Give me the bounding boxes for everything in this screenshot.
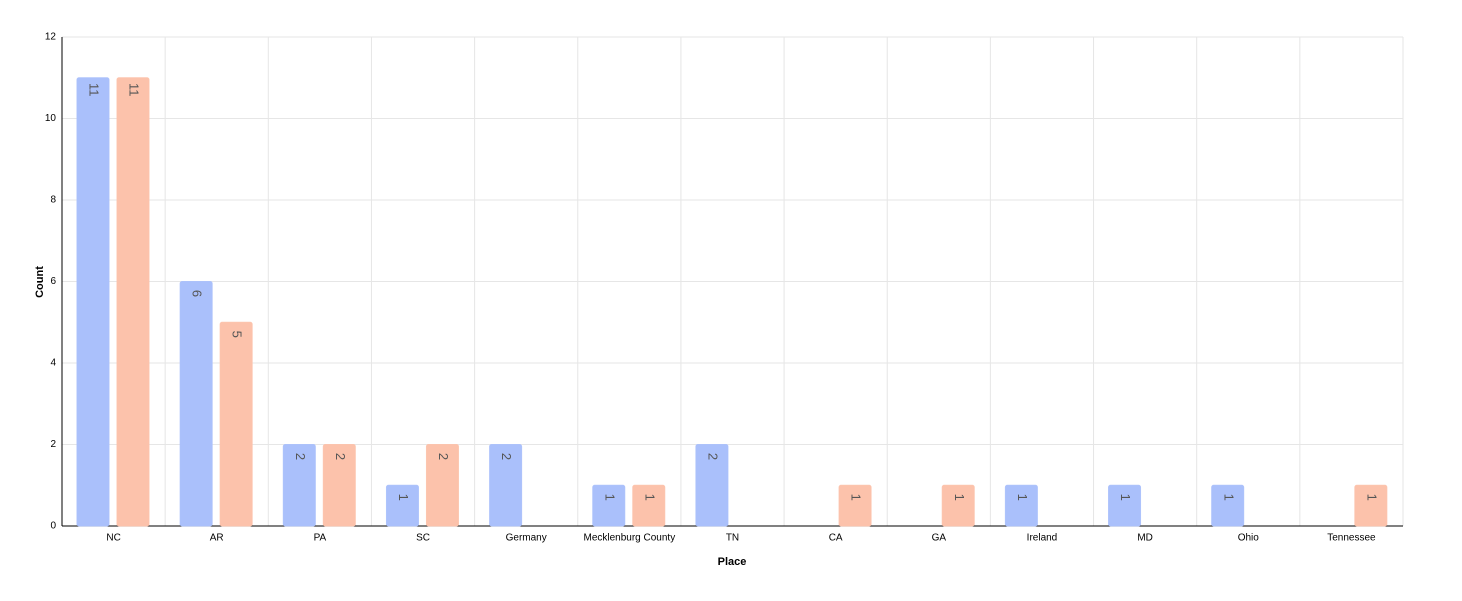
y-tick-label: 0 [50, 521, 56, 532]
value-label: 1 [602, 494, 617, 501]
x-tick-label: Tennessee [1327, 533, 1376, 544]
value-label: 1 [1118, 494, 1133, 501]
y-tick-label: 4 [50, 358, 56, 369]
bar [695, 444, 729, 527]
bar [592, 484, 626, 527]
bar [838, 484, 872, 527]
y-tick-label: 2 [50, 439, 56, 450]
value-label: 2 [499, 453, 514, 460]
value-label: 5 [230, 331, 245, 338]
value-label: 6 [190, 290, 205, 297]
x-tick-label: Ohio [1238, 533, 1260, 544]
bar [219, 321, 253, 527]
y-tick-label: 10 [45, 113, 57, 124]
bar [179, 281, 213, 527]
bar [941, 484, 975, 527]
value-label: 1 [849, 494, 864, 501]
value-label: 1 [1015, 494, 1030, 501]
x-tick-label: SC [416, 533, 430, 544]
x-tick-label: MD [1137, 533, 1153, 544]
value-label: 2 [333, 453, 348, 460]
y-tick-label: 6 [50, 276, 56, 287]
x-axis-title: Place [718, 556, 747, 568]
x-tick-label: Ireland [1027, 533, 1058, 544]
value-label: 11 [127, 83, 142, 97]
value-label: 11 [87, 83, 102, 97]
value-label: 2 [293, 453, 308, 460]
x-tick-label: CA [829, 533, 843, 544]
bar [116, 77, 150, 527]
bar [282, 444, 316, 527]
y-tick-label: 12 [45, 32, 57, 43]
y-axis-title: Count [34, 266, 46, 298]
value-label: 1 [396, 494, 411, 501]
bar [1004, 484, 1038, 527]
bar [425, 444, 459, 527]
x-tick-label: GA [932, 533, 947, 544]
value-label: 1 [1364, 494, 1379, 501]
bar [1211, 484, 1245, 527]
bar [632, 484, 666, 527]
x-tick-label: NC [106, 533, 120, 544]
bar [322, 444, 356, 527]
y-tick-label: 8 [50, 195, 56, 206]
bar [1354, 484, 1388, 527]
bar [76, 77, 110, 527]
value-label: 1 [1221, 494, 1236, 501]
x-tick-label: AR [210, 533, 224, 544]
x-tick-label: TN [726, 533, 739, 544]
x-tick-label: Germany [506, 533, 547, 544]
bar [1108, 484, 1142, 527]
x-tick-label: PA [314, 533, 327, 544]
value-label: 2 [705, 453, 720, 460]
value-label: 1 [952, 494, 967, 501]
bar [385, 484, 419, 527]
bar [489, 444, 523, 527]
x-tick-label: Mecklenburg County [583, 533, 675, 544]
value-label: 2 [436, 453, 451, 460]
value-label: 1 [642, 494, 657, 501]
